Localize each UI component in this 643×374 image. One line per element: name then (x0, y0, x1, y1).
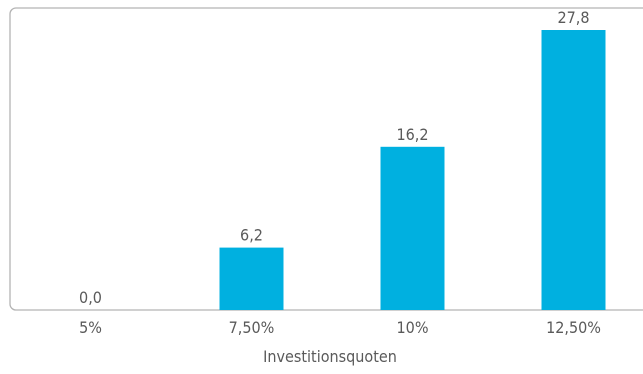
data-label-1: 0,0 (79, 288, 102, 307)
bar-4 (541, 30, 606, 310)
data-label-4: 27,8 (557, 8, 589, 27)
bar-2 (219, 247, 284, 310)
x-tick-label-4: 12,50% (546, 318, 601, 337)
x-tick-labels-layer: 5% 7,50% 10% 12,50% (79, 318, 601, 337)
x-axis-title: Investitionsquoten (263, 347, 397, 366)
plot-frame (9, 7, 643, 311)
data-label-3: 16,2 (396, 125, 428, 144)
data-label-2: 6,2 (240, 226, 263, 245)
bars-layer (219, 30, 606, 310)
bar-3 (380, 146, 445, 310)
x-tick-label-3: 10% (397, 318, 429, 337)
x-tick-label-2: 7,50% (229, 318, 275, 337)
x-tick-label-1: 5% (79, 318, 102, 337)
data-labels-layer: 0,0 6,2 16,2 27,8 (79, 8, 589, 307)
